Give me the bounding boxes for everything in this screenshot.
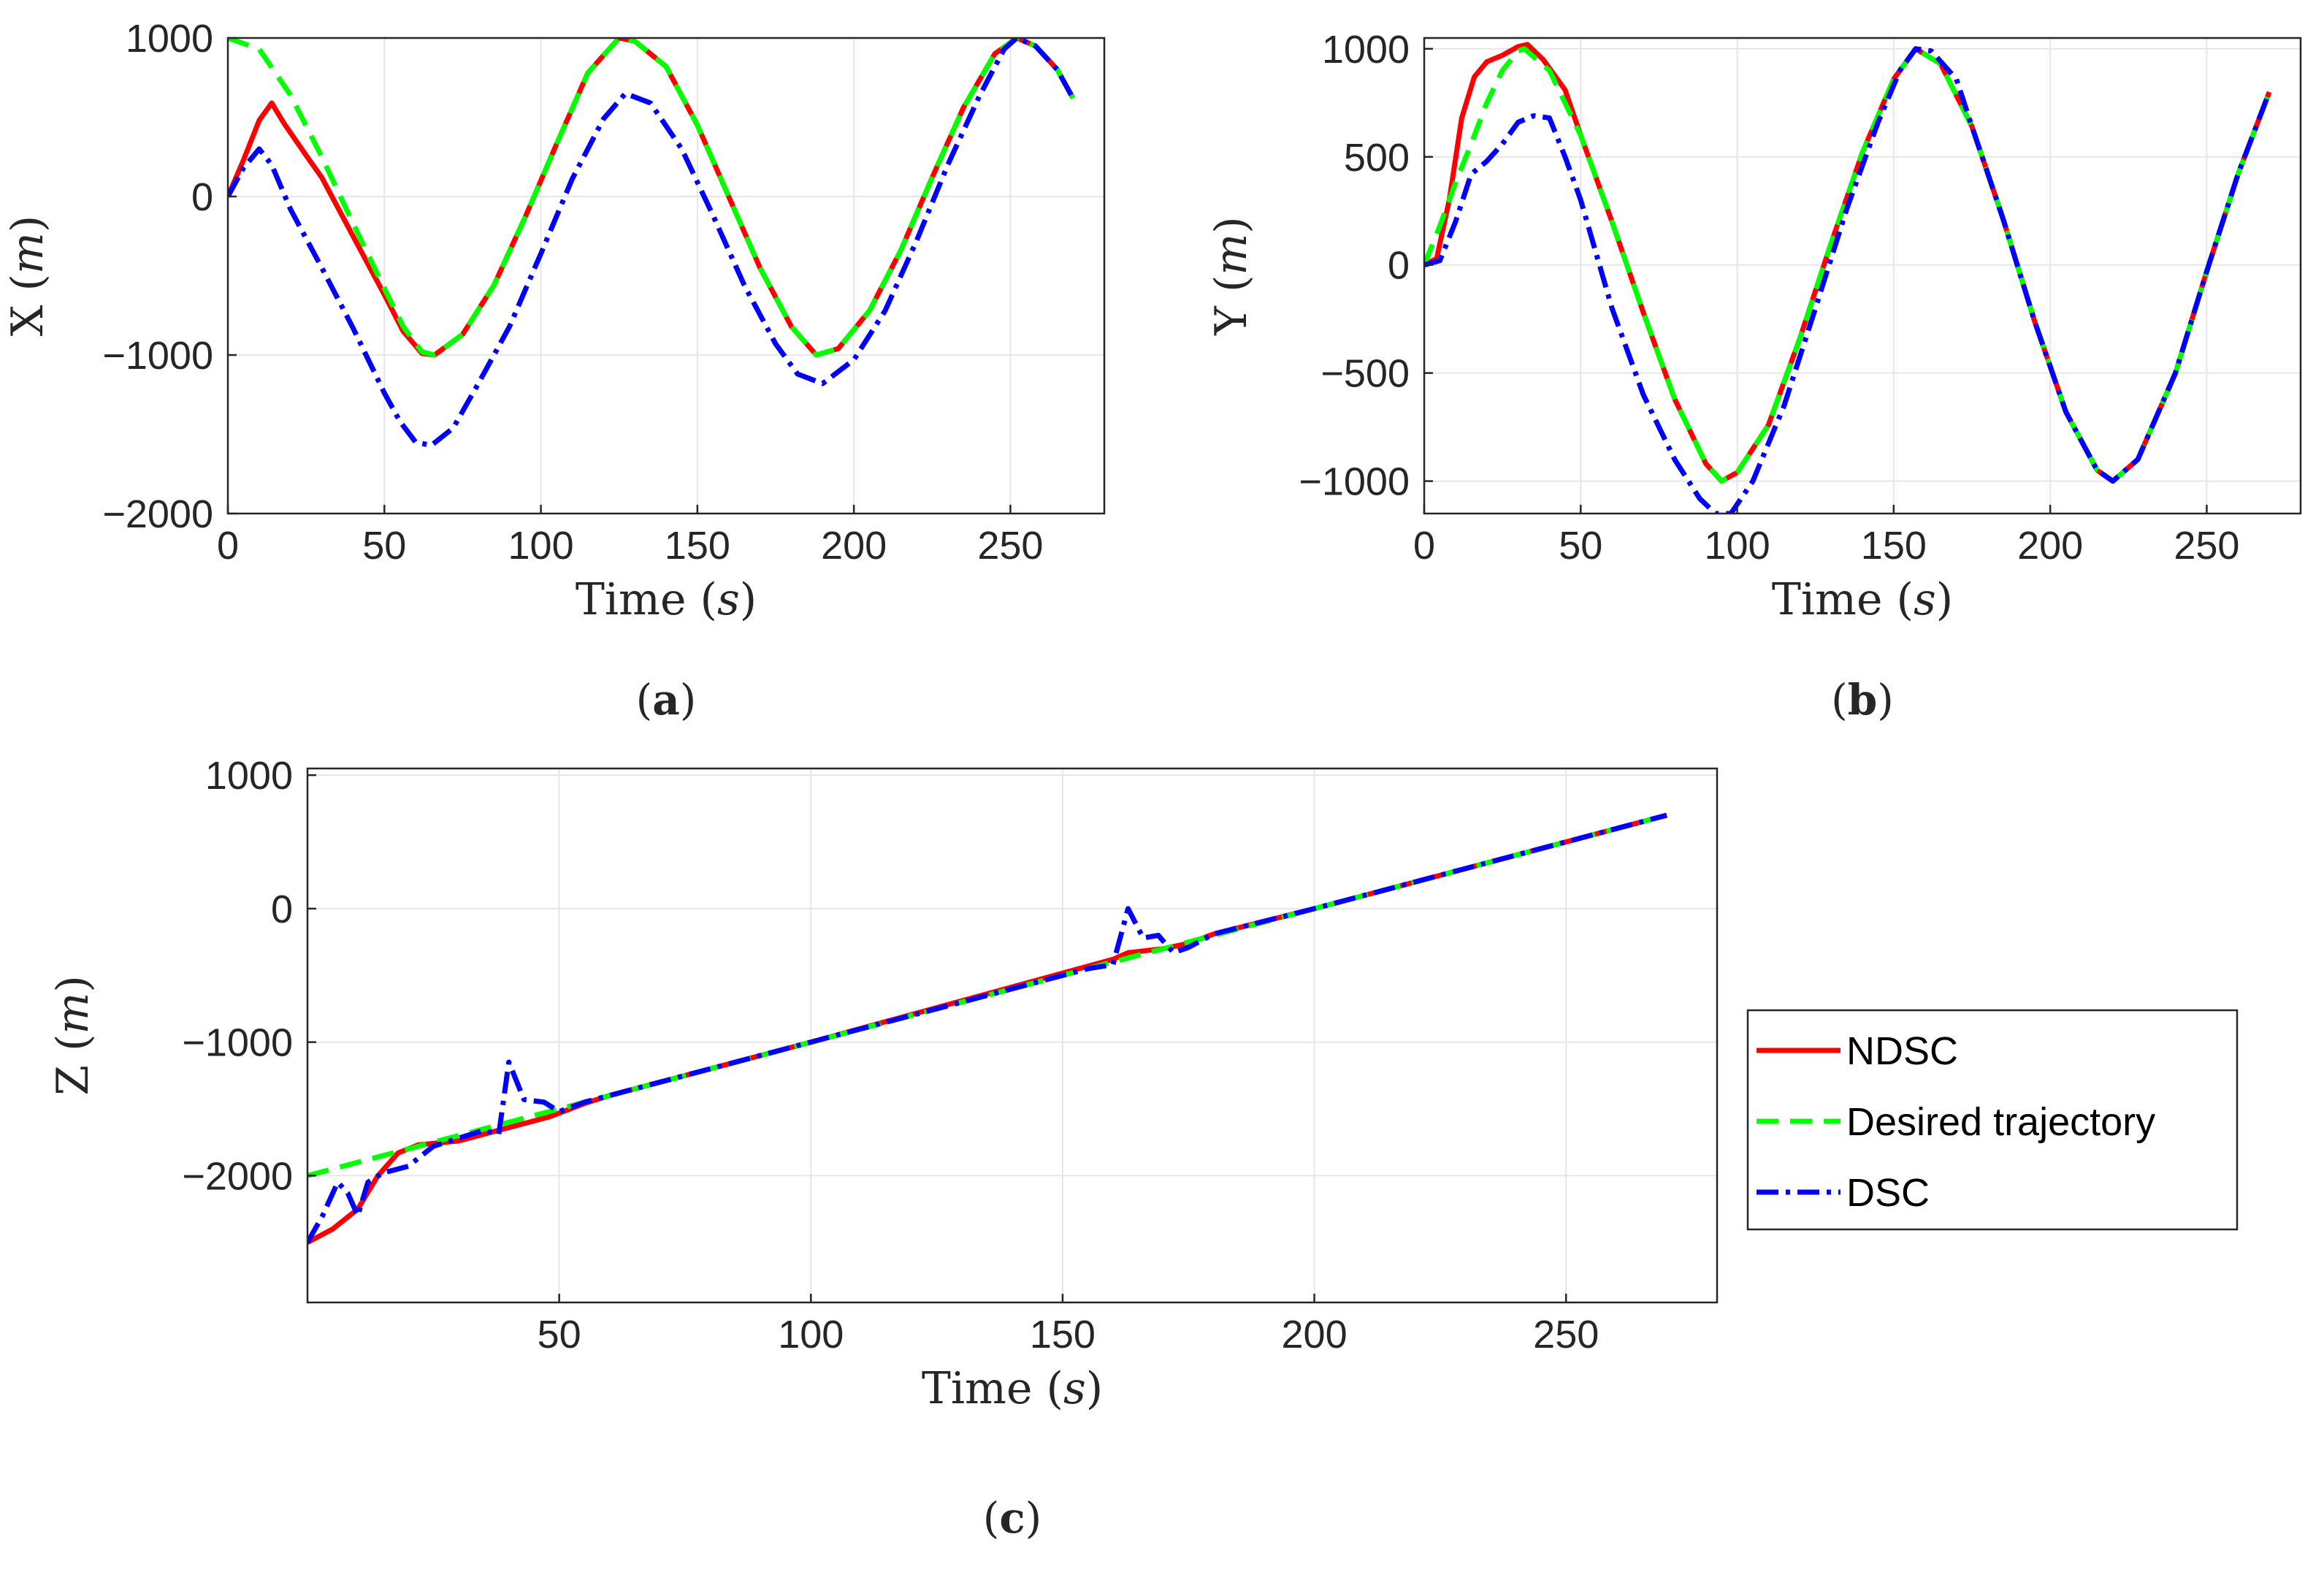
xtick-label-a: 0: [217, 524, 239, 568]
series-group-b: [1424, 42, 2272, 514]
caption-b: (b): [1831, 675, 1894, 725]
series-desired-trajectory-a: [228, 38, 1076, 358]
ytick-label-b: 1000: [1322, 28, 1410, 72]
ytick-label-a: −2000: [102, 492, 213, 536]
xtick-label-a: 250: [977, 524, 1043, 568]
xtick-label-c: 200: [1282, 1313, 1348, 1357]
chart-b: 0 50 100 150 200 250 −1000 −500 0 500 1000 Time (s)…: [1206, 28, 2302, 725]
xtick-label-a: 50: [362, 524, 406, 568]
ytick-label-c: 0: [271, 888, 293, 931]
legend-label-dsc: DSC: [1846, 1171, 1930, 1215]
ylabel-a: X (m): [2, 215, 53, 337]
xtick-label-b: 100: [1705, 524, 1770, 568]
xtick-label-c: 50: [538, 1313, 581, 1357]
axes-box-c: [306, 767, 1719, 1304]
ytick-label-b: −500: [1320, 352, 1410, 396]
ylabel-b: Y (m): [1206, 216, 1257, 335]
ytick-label-a: 1000: [126, 17, 213, 61]
xlabel-a: Time (s): [576, 574, 757, 625]
chart-a: 0 50 100 150 200 250 −2000 −1000 0 1000 Time (s) X …: [2, 17, 1106, 725]
ylabel-c: Z (m): [47, 975, 99, 1096]
series-dsc-a: [228, 38, 1076, 449]
caption-c: (c): [983, 1493, 1042, 1543]
ytick-label-b: −1000: [1299, 460, 1410, 504]
series-dsc-b: [1424, 46, 2272, 514]
series-desired-trajectory-b: [1424, 46, 2272, 484]
ytick-label-c: −1000: [182, 1021, 293, 1065]
xtick-label-b: 150: [1861, 524, 1927, 568]
series-ndsc-c: [307, 812, 1667, 1245]
legend: NDSC Desired trajectory DSC: [1746, 1009, 2239, 1231]
ytick-label-a: −1000: [102, 334, 213, 378]
xtick-label-b: 0: [1413, 524, 1435, 568]
xtick-label-b: 200: [2017, 524, 2083, 568]
xtick-label-b: 50: [1559, 524, 1602, 568]
xlabel-c: Time (s): [922, 1363, 1103, 1414]
legend-label-ndsc: NDSC: [1846, 1029, 1958, 1073]
series-ndsc-b: [1424, 42, 2272, 484]
ytick-label-b: 500: [1344, 136, 1410, 180]
ytick-label-c: 1000: [205, 754, 293, 798]
xtick-label-a: 200: [821, 524, 887, 568]
axes-box-b: [1423, 37, 2302, 515]
caption-a: (a): [636, 675, 697, 725]
series-dsc-c: [307, 812, 1667, 1244]
xtick-label-c: 250: [1533, 1313, 1599, 1357]
ytick-label-b: 0: [1388, 244, 1410, 288]
xtick-label-a: 100: [508, 524, 574, 568]
xtick-label-b: 250: [2174, 524, 2239, 568]
ytick-label-c: −2000: [182, 1154, 293, 1198]
series-group-c: [307, 812, 1667, 1245]
xtick-label-c: 100: [778, 1313, 844, 1357]
xtick-label-a: 150: [665, 524, 730, 568]
xlabel-b: Time (s): [1772, 574, 1953, 625]
legend-label-desired: Desired trajectory: [1846, 1100, 2155, 1144]
ytick-label-a: 0: [191, 175, 213, 219]
series-group-a: [228, 38, 1076, 449]
axes-box-a: [226, 37, 1106, 515]
xtick-label-c: 150: [1030, 1313, 1096, 1357]
chart-c: 50 100 150 200 250 −2000 −1000 0 1000 Time (s) Z (…: [47, 754, 1719, 1543]
